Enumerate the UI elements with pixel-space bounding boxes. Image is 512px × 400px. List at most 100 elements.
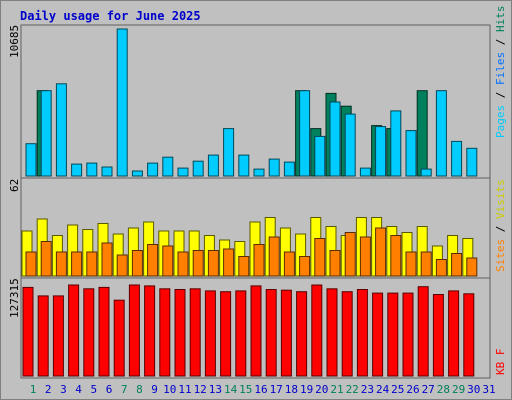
top-files-bar-26 — [405, 130, 417, 177]
legend-visits: Visits — [494, 179, 507, 219]
middle-sites-bar-5 — [86, 251, 98, 277]
bottom-kbytes-bar-14 — [220, 291, 232, 377]
bottom-kbytes-bar-22 — [341, 291, 353, 377]
top-files-bar-13 — [207, 154, 219, 177]
day-label-12: 12 — [194, 383, 207, 396]
middle-sites-bar-6 — [101, 242, 113, 277]
top-files-bar-19 — [299, 90, 311, 177]
day-label-25: 25 — [391, 383, 404, 396]
middle-scale-label: 62 — [8, 179, 21, 192]
top-files-bar-5 — [86, 162, 98, 177]
bottom-kbytes-bar-29 — [448, 290, 460, 377]
bar-layer — [21, 28, 478, 377]
bottom-kbytes-bar-24 — [372, 292, 384, 377]
bottom-kbytes-bar-13 — [204, 290, 216, 377]
top-scale-label: 10685 — [8, 25, 21, 58]
bottom-kbytes-bar-7 — [113, 299, 125, 377]
middle-sites-bar-28 — [435, 259, 447, 277]
bottom-kbytes-bar-25 — [387, 292, 399, 377]
bottom-kbytes-bar-20 — [311, 284, 323, 377]
bottom-kbytes-bar-4 — [68, 284, 80, 377]
top-files-bar-17 — [268, 158, 280, 177]
bottom-kbytes-bar-28 — [432, 294, 444, 377]
middle-sites-bar-24 — [375, 227, 387, 277]
bottom-kbytes-bar-5 — [83, 288, 95, 377]
top-files-bar-20 — [314, 135, 326, 177]
bottom-kbytes-bar-8 — [128, 284, 140, 377]
bottom-kbytes-bar-18 — [280, 289, 292, 377]
middle-sites-bar-3 — [55, 251, 67, 277]
middle-legend: Sites / Visits — [494, 179, 507, 272]
top-files-bar-29 — [451, 140, 463, 177]
top-files-bar-24 — [375, 126, 387, 177]
top-hits-bar-27 — [416, 90, 428, 177]
top-files-bar-6 — [101, 166, 113, 177]
top-files-bar-23 — [359, 167, 371, 177]
top-files-bar-12 — [192, 160, 204, 177]
bottom-kbytes-bar-19 — [296, 291, 308, 377]
day-label-8: 8 — [136, 383, 143, 396]
top-files-bar-7 — [116, 28, 128, 177]
day-label-22: 22 — [346, 383, 359, 396]
legend-sites: Sites — [494, 239, 507, 272]
legend-hits: Hits — [494, 6, 507, 33]
top-files-bar-9 — [147, 162, 159, 177]
top-files-bar-3 — [55, 83, 67, 177]
middle-sites-bar-21 — [329, 250, 341, 277]
middle-sites-bar-26 — [405, 251, 417, 277]
bottom-kbytes-bar-15 — [235, 290, 247, 377]
day-label-13: 13 — [209, 383, 222, 396]
middle-sites-bar-1 — [25, 251, 37, 277]
day-label-5: 5 — [90, 383, 97, 396]
top-legend: Pages / Files / Hits — [494, 6, 507, 139]
bottom-kbytes-bar-6 — [98, 286, 110, 377]
legend-files: Files — [494, 52, 507, 85]
middle-sites-bar-10 — [162, 245, 174, 277]
top-files-bar-28 — [435, 90, 447, 177]
day-label-3: 3 — [60, 383, 67, 396]
bottom-kbytes-bar-17 — [265, 289, 277, 377]
middle-sites-bar-23 — [359, 236, 371, 277]
day-label-18: 18 — [285, 383, 298, 396]
middle-sites-bar-30 — [466, 257, 478, 277]
middle-sites-bar-9 — [147, 244, 159, 277]
day-label-16: 16 — [254, 383, 267, 396]
day-label-23: 23 — [361, 383, 374, 396]
top-files-bar-25 — [390, 110, 402, 177]
day-label-26: 26 — [406, 383, 419, 396]
day-label-1: 1 — [30, 383, 37, 396]
bottom-legend: KB F — [494, 349, 507, 376]
bottom-kbytes-bar-21 — [326, 288, 338, 377]
middle-sites-bar-15 — [238, 256, 250, 277]
day-label-15: 15 — [239, 383, 252, 396]
middle-sites-bar-20 — [314, 238, 326, 277]
middle-sites-bar-7 — [116, 254, 128, 277]
middle-sites-bar-4 — [71, 251, 83, 277]
bottom-kbytes-bar-12 — [189, 288, 201, 377]
bottom-kbytes-bar-23 — [356, 289, 368, 377]
bottom-kbytes-bar-27 — [417, 286, 429, 377]
top-files-bar-14 — [223, 128, 235, 177]
middle-sites-bar-2 — [40, 241, 52, 277]
day-label-28: 28 — [437, 383, 450, 396]
bottom-kbytes-bar-16 — [250, 285, 262, 377]
bottom-kbytes-bar-1 — [22, 286, 34, 377]
day-label-17: 17 — [270, 383, 283, 396]
day-label-14: 14 — [224, 383, 238, 396]
bottom-kbytes-bar-11 — [174, 289, 186, 377]
top-files-bar-27 — [420, 168, 432, 177]
day-label-31: 31 — [482, 383, 495, 396]
chart-title: Daily usage for June 2025 — [20, 9, 201, 23]
legend-pages: Pages — [494, 105, 507, 138]
top-files-bar-4 — [71, 163, 83, 177]
bottom-kbytes-bar-9 — [144, 285, 156, 377]
day-label-27: 27 — [422, 383, 435, 396]
middle-sites-bar-8 — [131, 250, 143, 277]
day-label-6: 6 — [106, 383, 113, 396]
bottom-kbytes-bar-2 — [37, 295, 49, 377]
bottom-scale-label: 127315 — [8, 278, 21, 318]
day-label-29: 29 — [452, 383, 465, 396]
day-label-11: 11 — [178, 383, 191, 396]
bottom-kbytes-bar-3 — [52, 295, 64, 377]
